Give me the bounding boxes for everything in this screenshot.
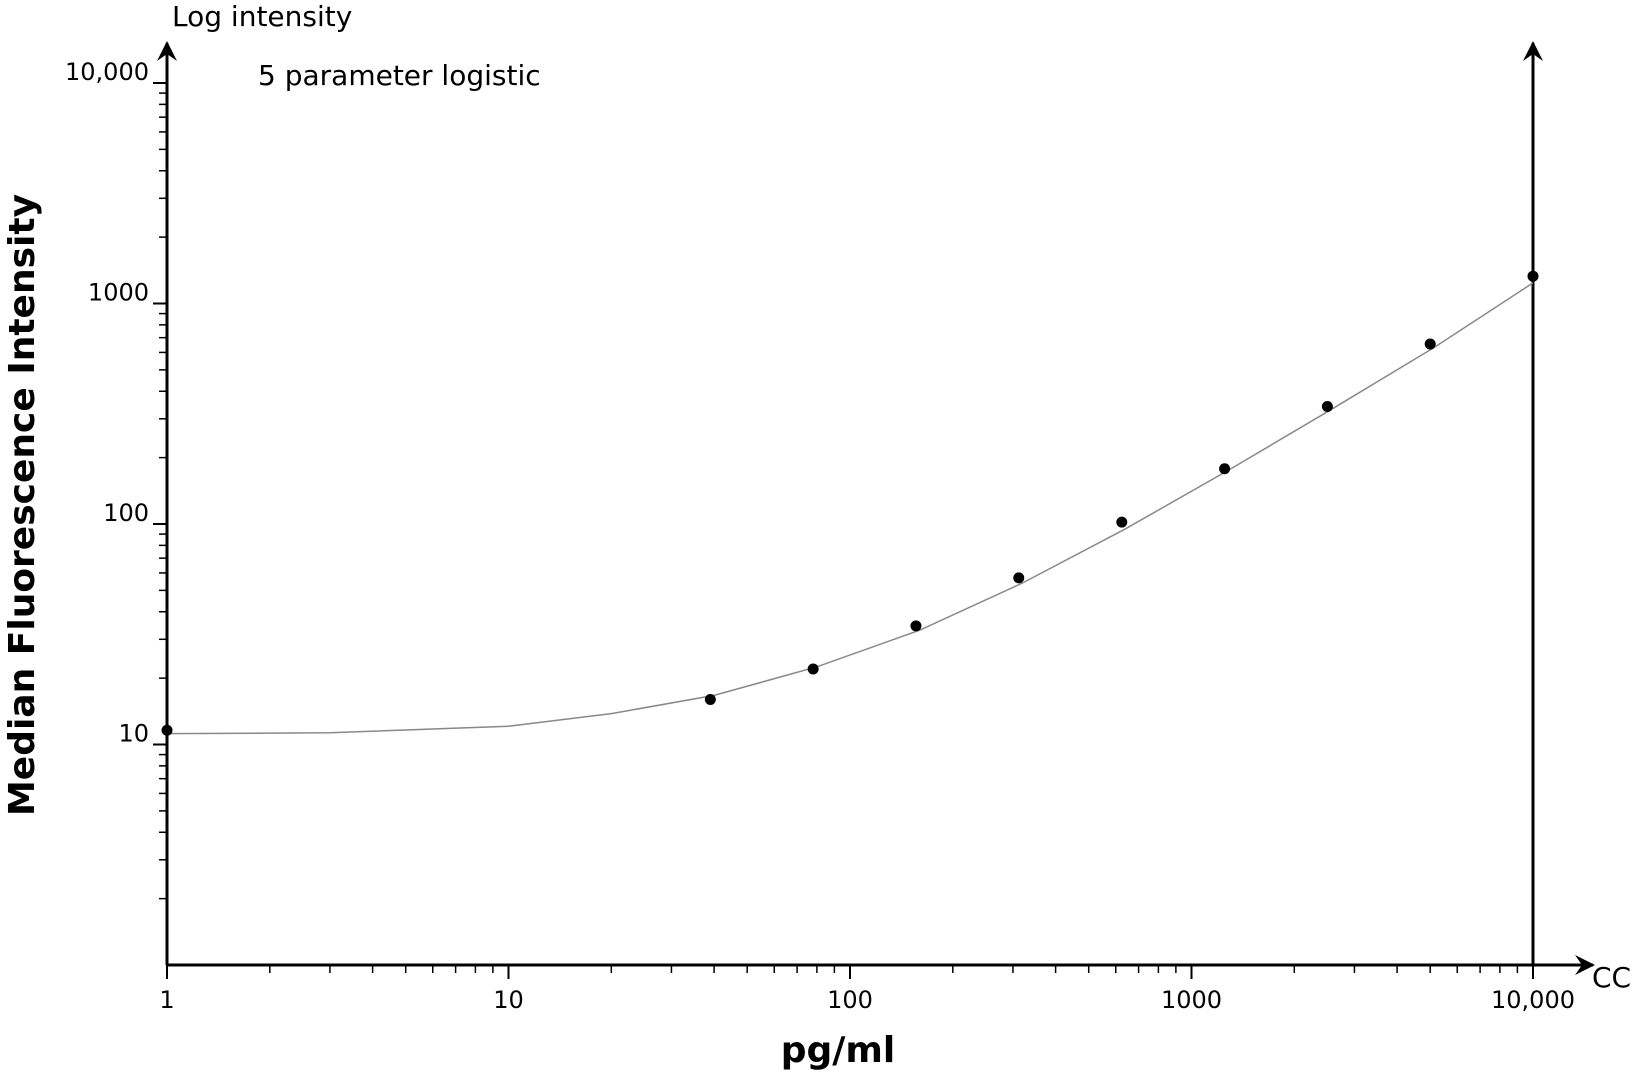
x-tick-label: 100 [827,986,873,1014]
chart-title: 5 parameter logistic [258,59,541,92]
data-point [1013,572,1025,584]
y-tick-label: 1000 [88,279,149,307]
y-axis-label: Median Fluorescence Intensity [2,194,43,816]
data-point [910,620,922,632]
x-tick-label: 1 [159,986,174,1014]
data-point [1527,270,1539,282]
x-tick-label: 1000 [1161,986,1222,1014]
x-axis-end-label: CC [1592,961,1631,994]
data-point [704,693,716,705]
x-tick-label: 10,000 [1491,986,1575,1014]
y-tick-label: 10 [118,720,149,748]
data-point [807,663,819,675]
data-point [1219,463,1231,475]
fit-curve [166,282,1534,735]
data-point [161,724,173,736]
x-axis-label: pg/ml [781,1030,896,1071]
data-point [1424,338,1436,350]
data-point [1321,401,1333,413]
y-tick-label: 100 [103,499,149,527]
x-tick-label: 10 [493,986,524,1014]
y-axis-title: Log intensity [172,0,352,33]
data-point [1116,516,1128,528]
y-tick-label: 10,000 [65,58,149,86]
